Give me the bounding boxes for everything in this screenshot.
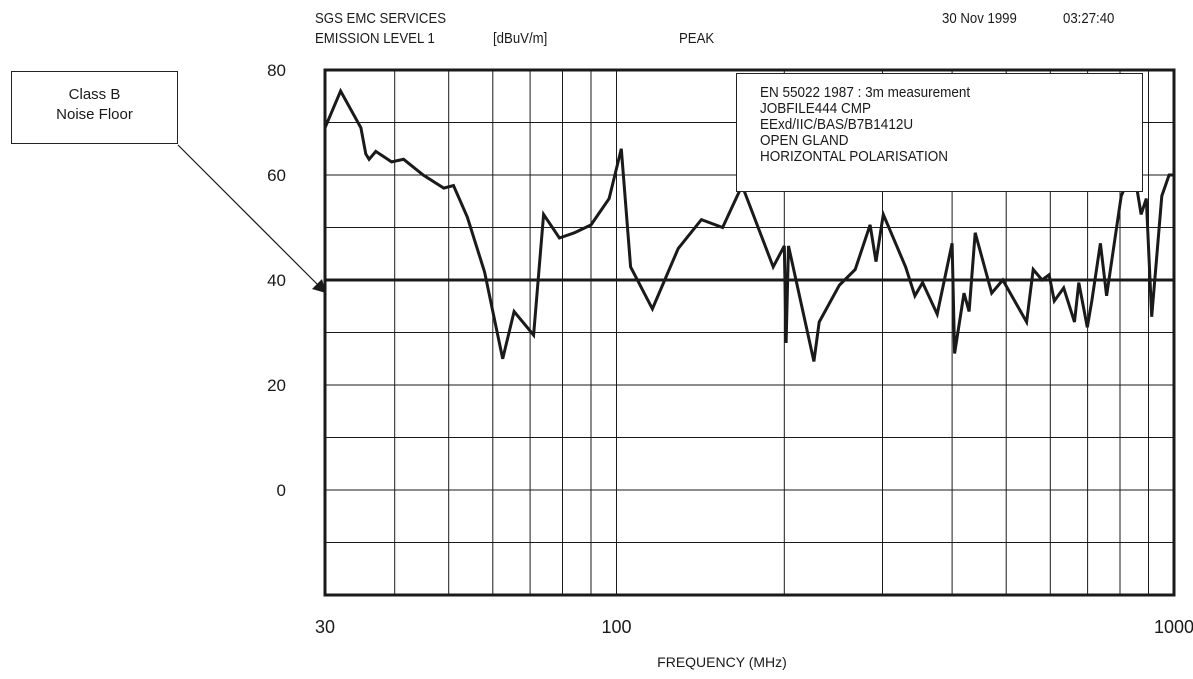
callout-line-2: Noise Floor [56,106,133,123]
note-jobfile: JOBFILE444 CMP [760,100,872,117]
note-polarisation: HORIZONTAL POLARISATION [760,148,949,165]
note-equipment: EExd/IIC/BAS/B7B1412U [760,116,914,133]
x-tick-label: 30 [315,617,335,637]
y-tick-label: 20 [267,376,286,395]
tick-labels: 80 60 40 20 0 30 100 1000 FREQUENCY (MHz) [267,61,1193,670]
header-measure: EMISSION LEVEL 1 [315,30,435,47]
header-org: SGS EMC SERVICES [315,10,447,27]
series-line-0 [323,87,1174,362]
header-unit: [dBuV/m] [493,30,548,47]
series-layer [323,87,1174,362]
callout-arrow [177,144,326,293]
callout-box: Class B Noise Floor [11,71,178,144]
y-tick-label: 60 [267,166,286,185]
note-standard: EN 55022 1987 : 3m measurement [760,84,971,101]
callout-line-1: Class B [68,86,121,103]
y-tick-label: 80 [267,61,286,80]
header-date: 30 Nov 1999 [942,10,1017,27]
x-axis-label: FREQUENCY (MHz) [657,654,787,670]
x-tick-label: 100 [601,617,631,637]
header-detector: PEAK [679,30,715,47]
y-tick-label: 40 [267,271,286,290]
note-gland: OPEN GLAND [760,132,849,149]
y-tick-label: 0 [277,481,286,500]
x-tick-label: 1000 [1154,617,1193,637]
notes-box: EN 55022 1987 : 3m measurement JOBFILE44… [736,73,1143,192]
plot-frame [323,68,1176,597]
header-time: 03:27:40 [1063,10,1115,27]
